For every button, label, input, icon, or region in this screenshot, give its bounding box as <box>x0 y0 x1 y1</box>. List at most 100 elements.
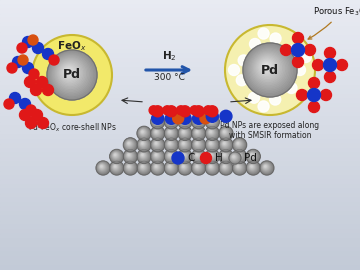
Circle shape <box>156 131 157 132</box>
Circle shape <box>223 153 226 157</box>
Text: FeO$_x$: FeO$_x$ <box>57 39 87 53</box>
Circle shape <box>60 63 80 83</box>
Circle shape <box>247 150 259 162</box>
Circle shape <box>210 131 211 132</box>
Circle shape <box>236 141 241 146</box>
Circle shape <box>165 150 177 162</box>
Circle shape <box>125 162 135 173</box>
Circle shape <box>232 155 236 159</box>
Circle shape <box>264 64 269 69</box>
Circle shape <box>165 150 177 162</box>
Circle shape <box>183 166 184 167</box>
Circle shape <box>192 127 205 140</box>
Circle shape <box>163 106 172 115</box>
Circle shape <box>49 55 59 65</box>
Circle shape <box>193 116 204 127</box>
Circle shape <box>138 127 150 139</box>
Circle shape <box>167 129 174 136</box>
Circle shape <box>260 161 274 175</box>
Circle shape <box>169 154 170 155</box>
Circle shape <box>229 152 240 163</box>
Circle shape <box>247 162 259 174</box>
Circle shape <box>166 116 176 126</box>
Circle shape <box>208 129 215 136</box>
Circle shape <box>237 142 240 146</box>
Circle shape <box>179 151 190 161</box>
Circle shape <box>263 164 269 170</box>
Circle shape <box>193 139 204 150</box>
Circle shape <box>207 128 216 137</box>
Circle shape <box>181 118 187 124</box>
Circle shape <box>152 128 162 138</box>
Circle shape <box>206 115 219 128</box>
Circle shape <box>153 118 160 124</box>
Circle shape <box>206 139 218 151</box>
Circle shape <box>219 161 233 175</box>
Text: Pd-FeO$_x$ core-shell NPs: Pd-FeO$_x$ core-shell NPs <box>28 121 116 133</box>
Circle shape <box>139 151 149 161</box>
Circle shape <box>205 138 219 152</box>
Circle shape <box>237 154 239 156</box>
Circle shape <box>261 162 272 173</box>
Circle shape <box>245 45 294 94</box>
Circle shape <box>168 164 172 169</box>
Circle shape <box>192 162 204 174</box>
Circle shape <box>234 162 244 173</box>
Circle shape <box>249 152 256 159</box>
Circle shape <box>50 53 93 96</box>
Circle shape <box>204 106 213 115</box>
Circle shape <box>206 116 218 128</box>
Circle shape <box>197 154 198 155</box>
Circle shape <box>153 163 161 171</box>
Circle shape <box>197 131 198 132</box>
Circle shape <box>139 139 149 150</box>
Circle shape <box>156 120 157 121</box>
Circle shape <box>112 152 120 159</box>
Circle shape <box>151 127 164 140</box>
Circle shape <box>152 140 162 149</box>
Circle shape <box>193 128 203 137</box>
Circle shape <box>194 117 202 125</box>
Circle shape <box>167 118 173 124</box>
Circle shape <box>111 162 123 174</box>
Circle shape <box>154 165 158 168</box>
Circle shape <box>179 127 191 139</box>
Circle shape <box>165 115 178 128</box>
Bar <box>0 94 360 99</box>
Circle shape <box>66 69 71 74</box>
Circle shape <box>248 151 257 161</box>
Circle shape <box>210 166 212 167</box>
Circle shape <box>31 85 41 96</box>
Circle shape <box>22 62 33 73</box>
Circle shape <box>154 153 159 158</box>
Circle shape <box>128 166 130 167</box>
Circle shape <box>220 150 231 162</box>
Circle shape <box>193 140 203 149</box>
Circle shape <box>114 154 117 156</box>
Circle shape <box>209 141 213 146</box>
Circle shape <box>152 116 163 128</box>
Circle shape <box>142 143 143 144</box>
Circle shape <box>247 161 260 174</box>
Bar <box>0 103 360 108</box>
Circle shape <box>152 127 163 139</box>
Bar <box>0 36 360 40</box>
Circle shape <box>140 129 147 136</box>
Circle shape <box>223 165 226 168</box>
Circle shape <box>237 165 240 168</box>
Circle shape <box>127 141 132 147</box>
Circle shape <box>192 126 206 140</box>
Circle shape <box>59 62 81 84</box>
Circle shape <box>248 92 260 103</box>
Circle shape <box>138 150 150 163</box>
Circle shape <box>181 129 187 136</box>
Circle shape <box>179 150 190 162</box>
Circle shape <box>166 139 176 150</box>
Circle shape <box>249 163 256 171</box>
Circle shape <box>209 142 213 146</box>
Bar <box>0 18 360 22</box>
Bar <box>0 194 360 198</box>
Circle shape <box>165 112 177 124</box>
Circle shape <box>155 154 157 156</box>
Circle shape <box>97 162 109 174</box>
